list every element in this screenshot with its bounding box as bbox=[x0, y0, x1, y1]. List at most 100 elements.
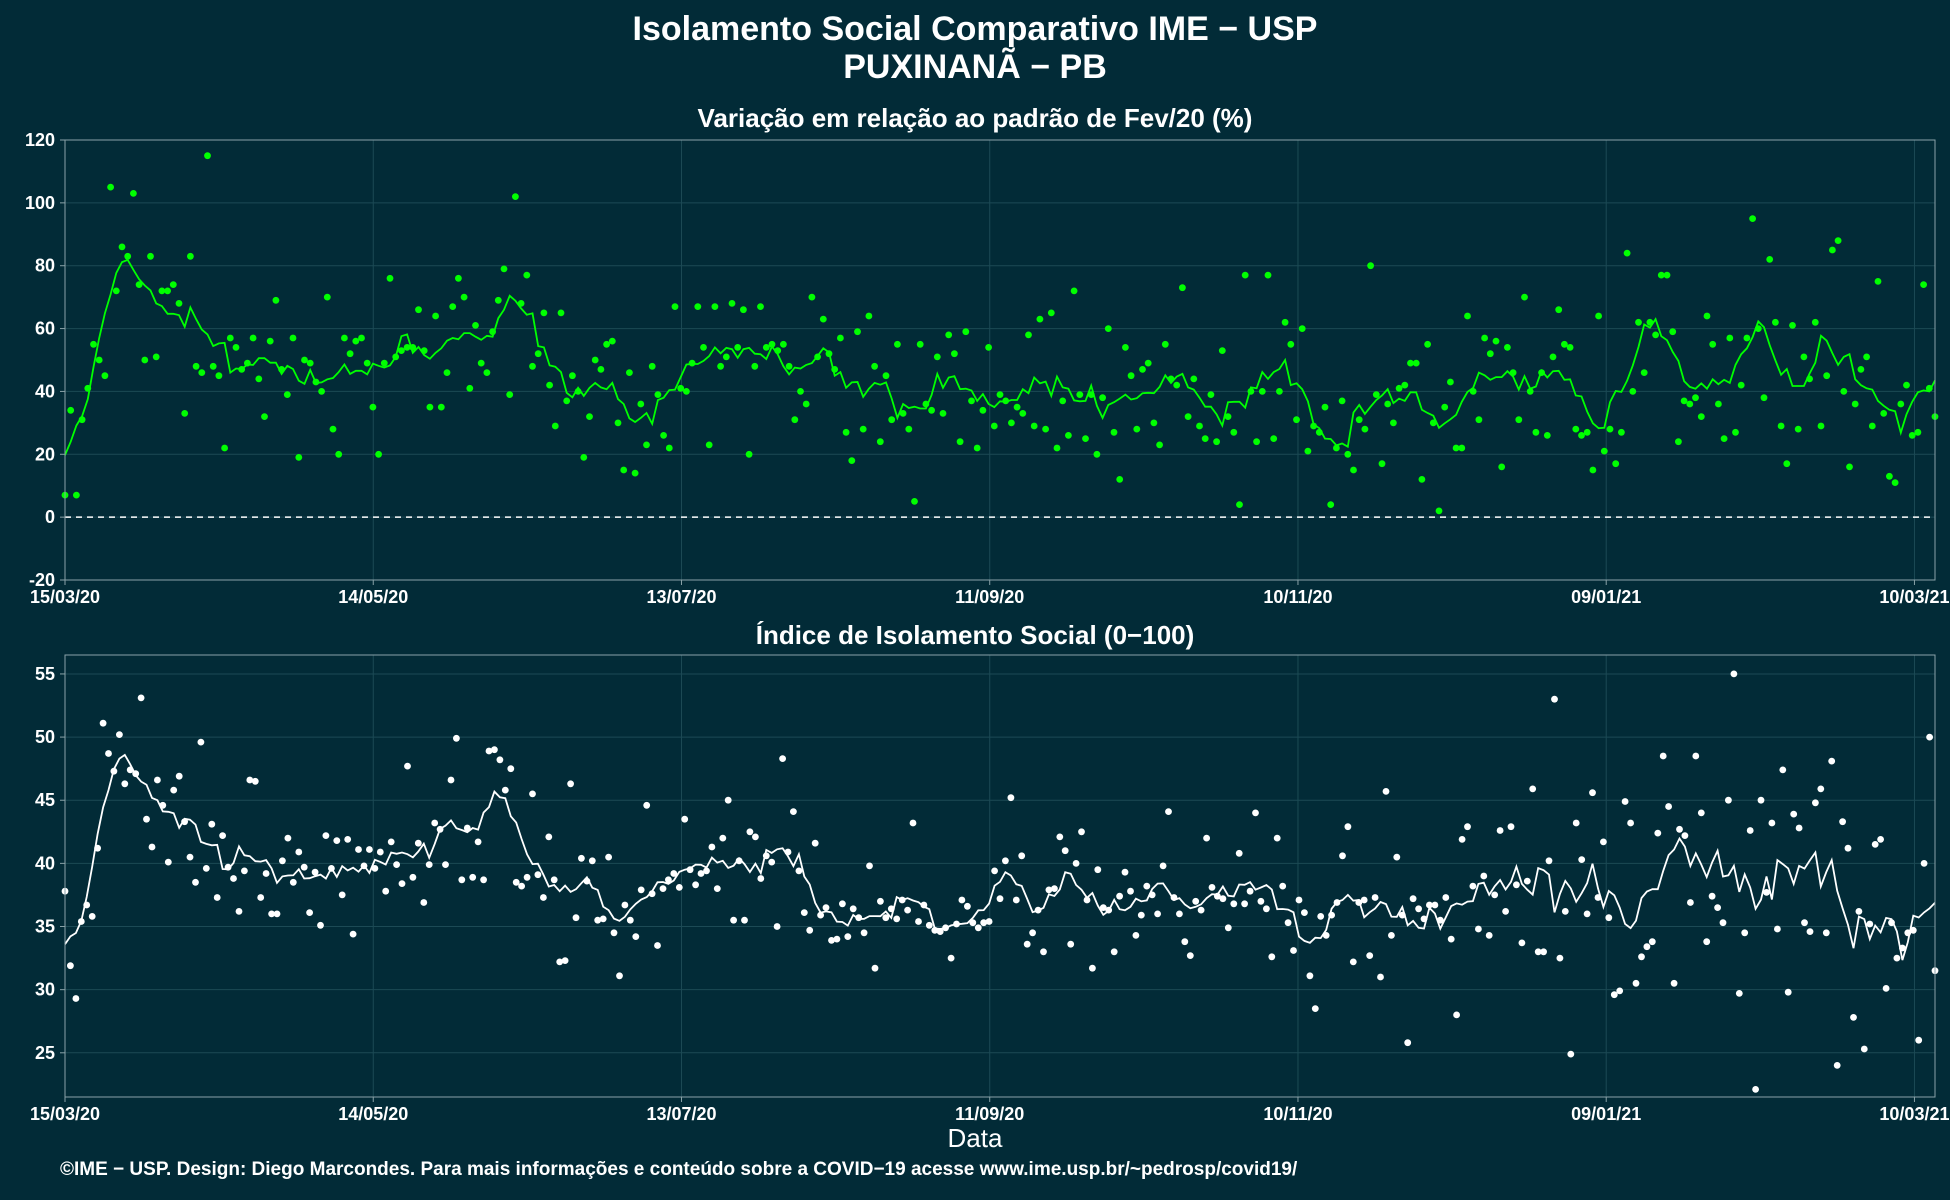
data-point bbox=[1132, 932, 1140, 939]
data-point bbox=[580, 454, 588, 461]
data-point bbox=[648, 890, 656, 898]
data-point bbox=[1777, 422, 1785, 430]
data-point bbox=[1652, 331, 1659, 339]
data-point bbox=[866, 862, 873, 870]
data-point bbox=[375, 450, 382, 458]
data-point bbox=[583, 877, 591, 885]
data-point bbox=[1404, 1039, 1412, 1047]
data-point bbox=[295, 454, 303, 461]
data-point bbox=[159, 801, 167, 809]
data-point bbox=[312, 378, 320, 386]
data-point bbox=[1281, 318, 1289, 326]
data-point bbox=[953, 920, 960, 928]
data-point bbox=[485, 747, 493, 755]
data-point bbox=[1726, 334, 1734, 342]
plot-frame bbox=[64, 654, 1936, 1098]
data-point bbox=[1099, 904, 1107, 911]
data-point bbox=[198, 369, 206, 376]
data-point bbox=[768, 858, 776, 866]
data-point bbox=[1469, 388, 1477, 395]
data-point bbox=[1161, 340, 1169, 348]
data-point bbox=[1045, 886, 1053, 894]
data-point bbox=[540, 894, 547, 901]
data-point bbox=[226, 334, 234, 342]
data-point bbox=[567, 780, 574, 788]
data-point bbox=[283, 391, 291, 398]
data-point bbox=[1606, 425, 1614, 433]
chart-subtitle: PUXINANÃ − PB bbox=[843, 48, 1107, 86]
data-point bbox=[1743, 334, 1751, 342]
data-point bbox=[996, 895, 1004, 903]
data-point bbox=[398, 880, 406, 887]
data-point bbox=[1008, 419, 1015, 427]
data-point bbox=[369, 403, 377, 411]
data-point bbox=[882, 372, 890, 380]
data-point bbox=[1657, 271, 1665, 279]
data-point bbox=[141, 356, 149, 364]
data-point bbox=[1409, 895, 1417, 903]
data-point bbox=[1572, 819, 1580, 827]
data-point bbox=[605, 853, 612, 861]
data-point bbox=[1253, 438, 1260, 446]
data-point bbox=[1583, 428, 1591, 436]
data-point bbox=[849, 905, 857, 913]
data-point bbox=[449, 303, 457, 310]
data-point bbox=[1540, 948, 1547, 956]
data-point bbox=[224, 863, 232, 871]
data-point bbox=[985, 344, 992, 351]
data-point bbox=[1638, 953, 1645, 961]
data-point bbox=[1276, 388, 1283, 395]
data-point bbox=[1230, 900, 1238, 908]
data-point bbox=[1201, 435, 1209, 442]
data-point bbox=[1355, 899, 1363, 906]
data-point bbox=[599, 915, 607, 923]
y-tick-label: 100 bbox=[25, 193, 55, 213]
data-point bbox=[366, 846, 373, 853]
data-point bbox=[1908, 432, 1916, 439]
data-point bbox=[1186, 952, 1194, 959]
data-point bbox=[425, 861, 433, 868]
data-point bbox=[1355, 416, 1363, 424]
data-point bbox=[301, 356, 308, 364]
data-point bbox=[887, 905, 895, 913]
data-point bbox=[1783, 460, 1791, 468]
data-point bbox=[1618, 428, 1625, 436]
data-point bbox=[436, 825, 444, 833]
data-point bbox=[1855, 908, 1863, 915]
data-point bbox=[335, 450, 343, 458]
data-point bbox=[257, 894, 265, 901]
data-point bbox=[181, 410, 189, 417]
data-point bbox=[460, 293, 468, 301]
data-point bbox=[1654, 829, 1662, 837]
data-point bbox=[118, 243, 126, 251]
data-point bbox=[306, 909, 313, 916]
data-point bbox=[724, 796, 732, 804]
data-point bbox=[1732, 428, 1739, 436]
data-point bbox=[942, 924, 949, 932]
x-tick-label: 14/05/20 bbox=[338, 587, 408, 607]
data-point bbox=[1866, 920, 1874, 928]
data-point bbox=[83, 901, 91, 909]
data-point bbox=[660, 432, 667, 439]
panel-variation-title: Variação em relação ao padrão de Fev/20 … bbox=[697, 103, 1253, 133]
data-point bbox=[1025, 331, 1032, 339]
data-point bbox=[808, 293, 816, 301]
data-point bbox=[979, 406, 987, 414]
data-point bbox=[996, 391, 1004, 398]
data-point bbox=[911, 498, 918, 505]
data-point bbox=[1360, 896, 1368, 904]
data-point bbox=[77, 918, 85, 925]
data-point bbox=[469, 873, 477, 881]
data-point bbox=[431, 819, 439, 827]
data-point bbox=[1632, 979, 1640, 987]
data-point bbox=[1290, 947, 1297, 954]
data-point bbox=[637, 400, 645, 408]
data-point bbox=[78, 416, 86, 424]
data-point bbox=[550, 876, 558, 884]
x-tick-label: 13/07/20 bbox=[646, 1104, 716, 1124]
data-point bbox=[620, 466, 628, 474]
data-point bbox=[1665, 803, 1672, 810]
data-point bbox=[1692, 752, 1700, 760]
data-point bbox=[980, 919, 988, 927]
data-point bbox=[648, 362, 656, 370]
